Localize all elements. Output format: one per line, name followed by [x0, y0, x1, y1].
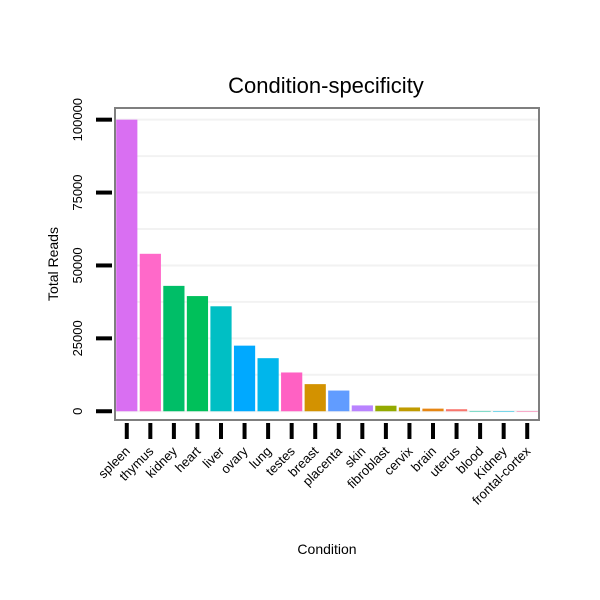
grid-lines [115, 118, 539, 413]
chart-title: Condition-specificity [228, 73, 424, 98]
bar-liver [210, 306, 232, 412]
y-tick-label: 50000 [70, 247, 85, 283]
bar-cervix [398, 407, 421, 412]
x-axis-title: Condition [297, 541, 356, 557]
bar-kidney [163, 285, 185, 412]
y-tick-label: 0 [70, 408, 85, 415]
x-tick-label: heart [172, 443, 204, 475]
x-axis: spleenthymuskidneyheartliverovarylungtes… [95, 423, 534, 508]
bar-uterus [445, 409, 468, 412]
y-axis: 0 25000 50000 75000 100000 [70, 98, 112, 415]
bar-testes [281, 372, 303, 412]
plot-border [114, 107, 540, 421]
bar-fibroblast [375, 405, 397, 412]
bar-blood [469, 410, 491, 412]
y-tick-label: 75000 [70, 174, 85, 210]
bar-brain [422, 408, 444, 412]
bar-lung [257, 358, 279, 412]
bar-skin [351, 405, 373, 412]
bar-ovary [233, 345, 256, 412]
bar-thymus [139, 253, 161, 412]
y-axis-title: Total Reads [45, 227, 61, 301]
bar-spleen [116, 119, 138, 412]
y-tick-label: 25000 [70, 320, 85, 356]
bars [116, 119, 538, 412]
bar-breast [304, 384, 326, 412]
y-tick-label: 100000 [70, 98, 85, 141]
bar-kidney [493, 411, 515, 412]
bar-heart [186, 296, 209, 412]
bar-frontal-cortex [516, 411, 538, 412]
bar-placenta [328, 390, 350, 412]
